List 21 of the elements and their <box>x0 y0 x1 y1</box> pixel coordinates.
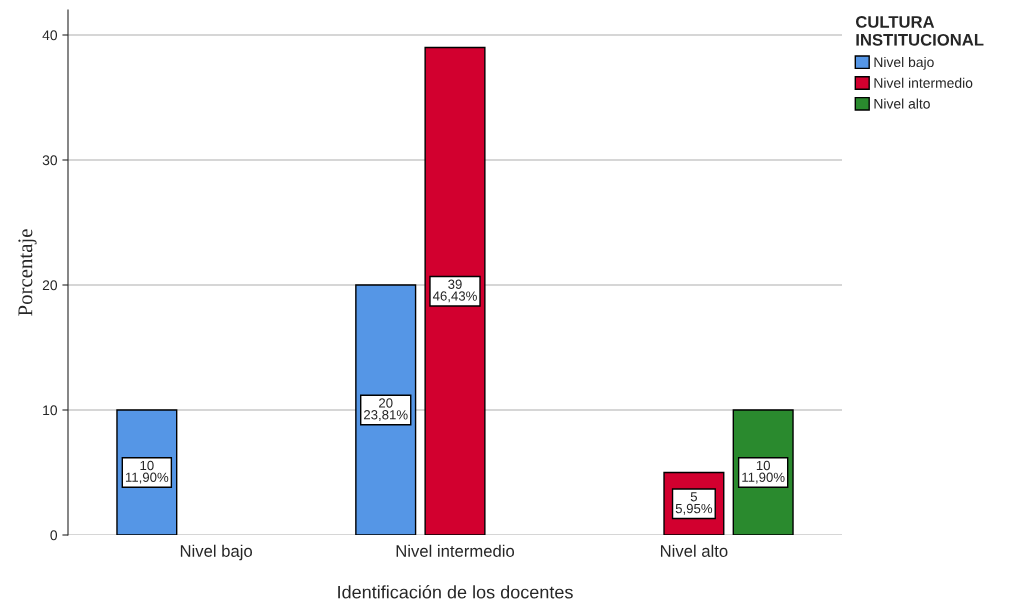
legend-label: Nivel intermedio <box>874 77 973 88</box>
y-tick-label: 30 <box>42 155 58 166</box>
x-tick-label: Nivel intermedio <box>396 544 515 557</box>
legend-label: Nivel bajo <box>874 56 934 70</box>
y-tick-label: 0 <box>50 530 58 541</box>
x-tick-label: Nivel bajo <box>180 544 253 561</box>
y-tick-label: 40 <box>42 30 58 41</box>
legend-label: Nivel alto <box>874 98 930 109</box>
data-label: 10 11,90% <box>742 460 785 484</box>
data-label: 20 23,81% <box>364 398 408 422</box>
y-tick-label: 10 <box>43 405 58 416</box>
x-tick-label: Nivel alto <box>660 544 728 557</box>
bar <box>424 46 486 535</box>
y-tick-label: 20 <box>42 280 58 291</box>
data-label: 10 11,90% <box>125 460 169 484</box>
bar <box>355 284 417 535</box>
y-axis-title: Porcentaje <box>18 229 37 316</box>
legend-title: CULTURA INSTITUCIONAL <box>855 16 984 46</box>
x-axis-title: Identificación de los docentes <box>338 585 573 599</box>
data-label: 39 46,43% <box>432 279 477 303</box>
data-label: 5 5,95% <box>675 492 713 515</box>
